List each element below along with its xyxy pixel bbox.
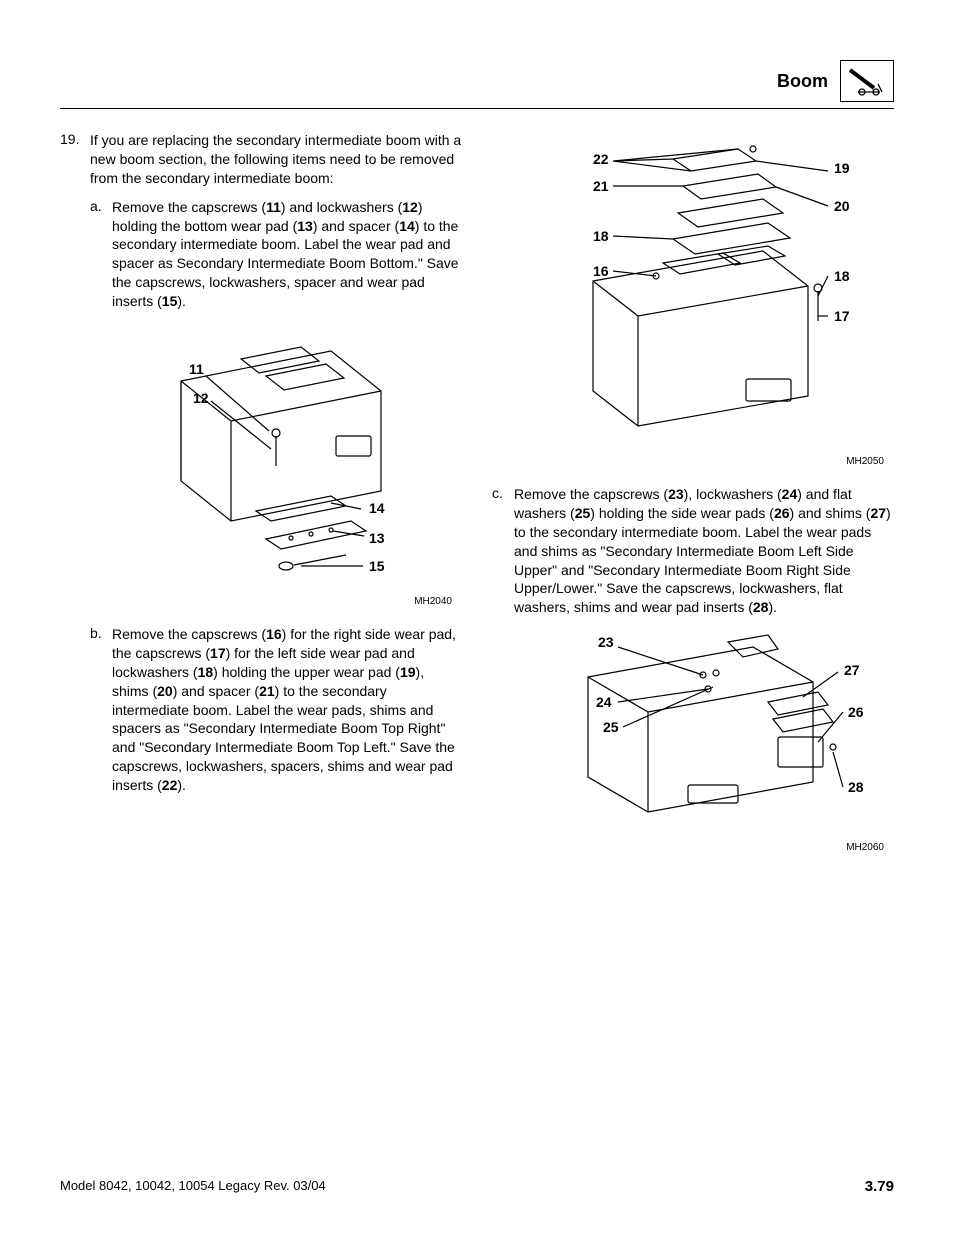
step-intro: If you are replacing the secondary inter…	[90, 131, 462, 188]
substep-letter: b.	[90, 625, 112, 795]
fig2-label-16: 16	[593, 263, 609, 279]
fig3-label-25: 25	[603, 719, 619, 735]
substep-c: c. Remove the capscrews (23), lockwasher…	[492, 485, 894, 617]
substep-a: a. Remove the capscrews (11) and lockwas…	[90, 198, 462, 311]
substep-letter: c.	[492, 485, 514, 617]
fig2-label-18b: 18	[834, 268, 850, 284]
footer-right: 3.79	[865, 1178, 894, 1195]
content-columns: 19. If you are replacing the secondary i…	[60, 131, 894, 871]
fig3-label-28: 28	[848, 779, 864, 795]
substep-a-text: Remove the capscrews (11) and lockwasher…	[112, 198, 462, 311]
fig3-label-27: 27	[844, 662, 860, 678]
figure-1-code: MH2040	[414, 596, 452, 607]
fig2-label-20: 20	[834, 198, 850, 214]
fig1-label-12: 12	[193, 390, 209, 406]
figure-1: 11 12 14 13 15 MH2040	[60, 321, 462, 611]
fig2-label-18a: 18	[593, 228, 609, 244]
substep-b-text: Remove the capscrews (16) for the right …	[112, 625, 462, 795]
page: Boom 19. If you are replacing the second…	[0, 0, 954, 1235]
figure-3: 23 24 25 27 26 28 MH2060	[492, 627, 894, 857]
fig1-label-13: 13	[369, 530, 385, 546]
fig2-label-21: 21	[593, 178, 609, 194]
page-footer: Model 8042, 10042, 10054 Legacy Rev. 03/…	[60, 1178, 894, 1195]
fig3-label-24: 24	[596, 694, 612, 710]
fig2-label-19: 19	[834, 160, 850, 176]
figure-2-code: MH2050	[846, 456, 884, 467]
fig1-label-15: 15	[369, 558, 385, 574]
fig1-label-14: 14	[369, 500, 385, 516]
step-number: 19.	[60, 131, 90, 188]
right-column: 22 21 18 16 19 20 18 17 MH2050 c. Remove…	[492, 131, 894, 871]
fig3-label-26: 26	[848, 704, 864, 720]
fig3-label-23: 23	[598, 634, 614, 650]
boom-icon	[840, 60, 894, 102]
page-header: Boom	[60, 60, 894, 109]
substep-b: b. Remove the capscrews (16) for the rig…	[90, 625, 462, 795]
fig2-label-22: 22	[593, 151, 609, 167]
header-title: Boom	[777, 71, 828, 92]
footer-left: Model 8042, 10042, 10054 Legacy Rev. 03/…	[60, 1178, 326, 1195]
figure-3-code: MH2060	[846, 842, 884, 853]
fig1-label-11: 11	[189, 361, 204, 377]
substep-letter: a.	[90, 198, 112, 311]
fig2-label-17: 17	[834, 308, 850, 324]
step-19: 19. If you are replacing the secondary i…	[60, 131, 462, 188]
substep-c-text: Remove the capscrews (23), lockwashers (…	[514, 485, 894, 617]
figure-2: 22 21 18 16 19 20 18 17 MH2050	[492, 141, 894, 471]
left-column: 19. If you are replacing the secondary i…	[60, 131, 462, 871]
